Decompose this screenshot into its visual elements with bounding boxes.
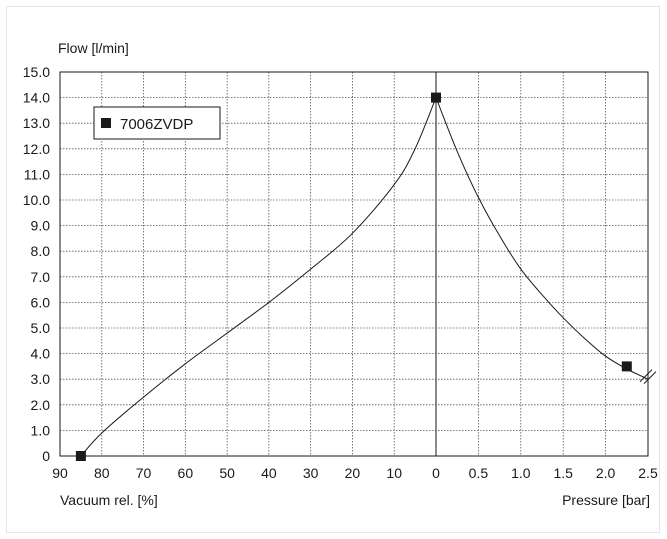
x-tick-label-vacuum: 50 <box>219 465 235 481</box>
plot-area-border <box>59 71 649 457</box>
x-tick-label-vacuum: 30 <box>303 465 319 481</box>
x-tick-label-pressure: 1.5 <box>553 465 573 481</box>
y-tick-label: 0 <box>42 448 50 464</box>
x-tick-label-vacuum: 70 <box>136 465 152 481</box>
x-tick-label-pressure: 2.5 <box>638 465 658 481</box>
legend-box <box>93 106 221 140</box>
y-tick-label: 3.0 <box>31 371 51 387</box>
x-tick-label-vacuum: 0 <box>432 465 440 481</box>
data-point-marker <box>75 451 86 461</box>
series-line-vacuum <box>80 97 437 457</box>
y-tick-label: 8.0 <box>31 243 51 259</box>
axes <box>59 71 649 457</box>
y-tick-label: 11.0 <box>24 166 50 182</box>
x-tick-label-pressure: 1.0 <box>511 465 531 481</box>
y-tick-label: 9.0 <box>31 218 51 234</box>
y-tick-label: 5.0 <box>31 320 51 336</box>
y-tick-labels: 15.0 14.0 13.0 12.0 11.0 10.0 9.0 8.0 7.0 6.0 5.0 4… <box>23 64 50 464</box>
series-line-pressure <box>435 97 649 380</box>
x-tick-labels: 90 80 70 60 50 40 30 20 10 0 0.5 1.0 1.5 2.0 2.5 <box>52 465 658 481</box>
axis-break-mark <box>643 371 657 384</box>
x-axis-title-pressure: Pressure [bar] <box>562 492 650 508</box>
y-tick-label: 13.0 <box>23 115 50 131</box>
x-tick-label-vacuum: 40 <box>261 465 277 481</box>
y-tick-label: 10.0 <box>23 192 50 208</box>
y-axis-title: Flow [l/min] <box>58 40 129 56</box>
x-axis-title-vacuum: Vacuum rel. [%] <box>60 492 158 508</box>
y-tick-label: 14.0 <box>23 90 50 106</box>
y-tick-label: 2.0 <box>31 397 51 413</box>
y-tick-label: 4.0 <box>31 346 51 362</box>
chart-frame <box>6 6 660 533</box>
y-tick-label: 12.0 <box>23 141 50 157</box>
y-tick-label: 7.0 <box>31 269 51 285</box>
x-tick-label-vacuum: 20 <box>345 465 361 481</box>
data-point-marker <box>621 361 632 372</box>
y-tick-label: 15.0 <box>23 64 50 80</box>
y-tick-label: 1.0 <box>31 422 51 438</box>
x-tick-label-vacuum: 10 <box>386 465 402 481</box>
legend-marker <box>101 118 111 128</box>
legend-label: 7006ZVDP <box>120 116 193 133</box>
series-layer <box>75 92 657 461</box>
x-tick-label-vacuum: 60 <box>178 465 194 481</box>
x-tick-label-vacuum: 90 <box>52 465 68 481</box>
x-tick-label-vacuum: 80 <box>94 465 110 481</box>
y-tick-label: 6.0 <box>31 294 51 310</box>
legend: 7006ZVDP <box>93 106 221 140</box>
axis-break-mark <box>639 369 653 382</box>
x-tick-label-pressure: 0.5 <box>469 465 489 481</box>
data-point-marker <box>431 92 441 103</box>
x-tick-label-pressure: 2.0 <box>596 465 616 481</box>
